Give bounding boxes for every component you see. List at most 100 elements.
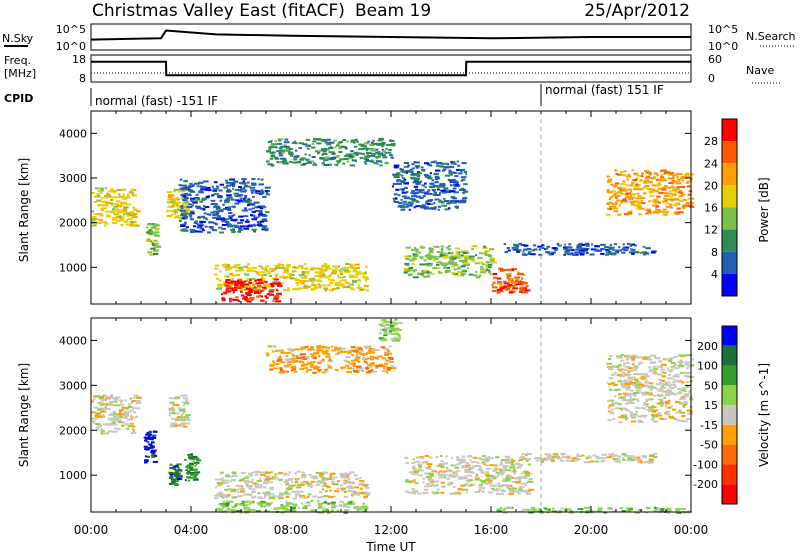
power-echo-cell <box>631 196 636 199</box>
velocity-echo-cell <box>301 358 307 360</box>
power-echo-cell <box>453 185 460 187</box>
velocity-echo-cell <box>653 394 657 397</box>
velocity-colorbar-label: Velocity [m s^-1] <box>757 363 771 467</box>
velocity-echo-cell <box>344 481 351 484</box>
velocity-echo-cell <box>315 481 320 483</box>
power-echo-cell <box>155 224 159 227</box>
velocity-echo-cell <box>328 357 331 360</box>
velocity-echo-cell <box>112 423 118 426</box>
power-echo-cell <box>429 207 433 210</box>
power-echo-cell <box>203 212 207 215</box>
power-echo-cell <box>460 187 465 190</box>
velocity-echo-cell <box>470 484 473 487</box>
velocity-echo-cell <box>661 400 664 403</box>
velocity-echo-cell <box>424 488 429 491</box>
power-echo-cell <box>185 226 189 229</box>
power-echo-cell <box>614 201 618 204</box>
power-echo-cell <box>451 257 457 260</box>
velocity-echo-cell <box>637 373 644 376</box>
power-echo-cell <box>252 266 257 269</box>
power-echo-cell <box>230 229 235 231</box>
velocity-echo-cell <box>93 406 99 409</box>
power-echo-cell <box>467 264 470 266</box>
power-echo-cell <box>343 275 346 278</box>
power-echo-cell <box>306 147 310 150</box>
velocity-echo-cell <box>567 456 571 459</box>
velocity-echo-cell <box>633 364 636 367</box>
velocity-echo-cell <box>594 460 600 463</box>
power-echo-cell <box>131 193 135 196</box>
velocity-echo-cell <box>362 509 366 512</box>
velocity-echo-cell <box>371 348 376 351</box>
power-echo-cell <box>216 206 221 209</box>
power-echo-cell <box>205 218 208 221</box>
velocity-echo-cell <box>366 366 371 368</box>
power-echo-cell <box>382 150 386 153</box>
velocity-echo-cell <box>624 402 630 405</box>
power-echo-cell <box>439 192 442 195</box>
velocity-echo-cell <box>109 419 114 422</box>
power-echo-cell <box>232 179 236 182</box>
velocity-echo-cell <box>624 365 631 368</box>
velocity-echo-cell <box>345 474 349 477</box>
power-echo-cell <box>676 207 681 210</box>
velocity-echo-cell <box>230 508 236 511</box>
power-echo-cell <box>192 230 197 232</box>
power-echo-cell <box>334 281 341 284</box>
velocity-echo-cell <box>356 356 361 359</box>
power-echo-cell <box>239 219 245 222</box>
velocity-echo-cell <box>323 480 326 483</box>
velocity-echo-cell <box>466 455 473 458</box>
power-echo-cell <box>606 189 610 192</box>
power-echo-cell <box>581 243 586 246</box>
power-echo-cell <box>212 229 217 232</box>
velocity-echo-cell <box>688 365 693 368</box>
power-echo-cell <box>432 184 437 187</box>
power-echo-cell <box>564 251 569 254</box>
velocity-echo-cell <box>425 467 429 469</box>
power-echo-cell <box>548 253 552 256</box>
velocity-echo-cell <box>460 461 465 464</box>
velocity-echo-cell <box>272 494 276 497</box>
velocity-echo-cell <box>412 490 419 493</box>
power-echo-cell <box>490 257 495 260</box>
velocity-echo-cell <box>280 505 285 507</box>
power-echo-cell <box>556 242 560 245</box>
velocity-echo-cell <box>303 480 309 483</box>
power-colorbar-tick: 4 <box>711 268 718 281</box>
power-echo-cell <box>226 218 230 221</box>
power-echo-cell <box>552 247 557 250</box>
power-echo-cell <box>453 172 456 175</box>
power-echo-cell <box>133 208 138 211</box>
velocity-echo-cell <box>362 492 365 495</box>
power-echo-cell <box>265 227 269 230</box>
power-echo-cell <box>509 269 512 272</box>
power-echo-cell <box>253 216 259 219</box>
velocity-echo-cell <box>485 457 492 460</box>
velocity-echo-cell <box>419 466 422 469</box>
velocity-echo-cell <box>422 481 425 484</box>
noise-right-tick-top: 10^5 <box>708 23 738 36</box>
velocity-echo-cell <box>245 482 249 485</box>
power-echo-cell <box>228 184 231 187</box>
velocity-echo-cell <box>105 403 112 406</box>
power-echo-cell <box>279 149 285 152</box>
power-echo-cell <box>154 234 160 237</box>
power-echo-cell <box>670 186 676 189</box>
velocity-echo-cell <box>625 383 632 385</box>
power-echo-cell <box>449 184 453 187</box>
power-echo-cell <box>681 179 685 182</box>
power-echo-cell <box>671 176 675 179</box>
power-echo-cell <box>622 180 626 183</box>
power-echo-cell <box>189 205 193 208</box>
velocity-echo-cell <box>491 477 497 480</box>
velocity-echo-cell <box>289 360 296 363</box>
power-echo-cell <box>447 245 451 248</box>
velocity-echo-cell <box>351 363 354 365</box>
velocity-echo-cell <box>252 488 256 491</box>
velocity-echo-cell <box>501 459 507 461</box>
velocity-echo-cell <box>664 358 670 361</box>
power-echo-cell <box>329 282 334 284</box>
power-echo-cell <box>210 199 216 202</box>
velocity-echo-cell <box>528 478 533 481</box>
